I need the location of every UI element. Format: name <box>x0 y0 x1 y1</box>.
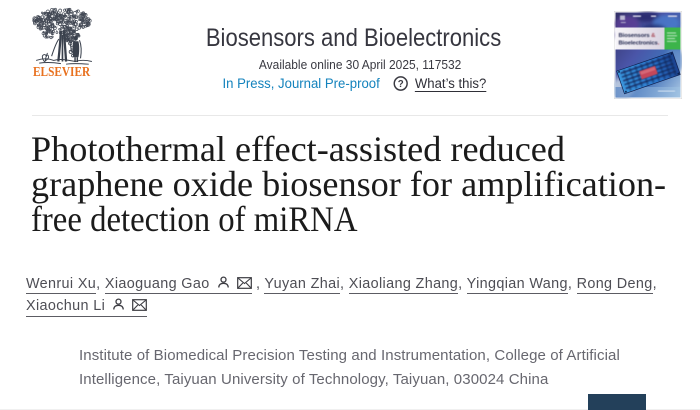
svg-text:?: ? <box>398 79 404 90</box>
svg-text:Bioelectronics.: Bioelectronics. <box>619 41 660 47</box>
svg-text:Biosensors &: Biosensors & <box>619 33 657 39</box>
